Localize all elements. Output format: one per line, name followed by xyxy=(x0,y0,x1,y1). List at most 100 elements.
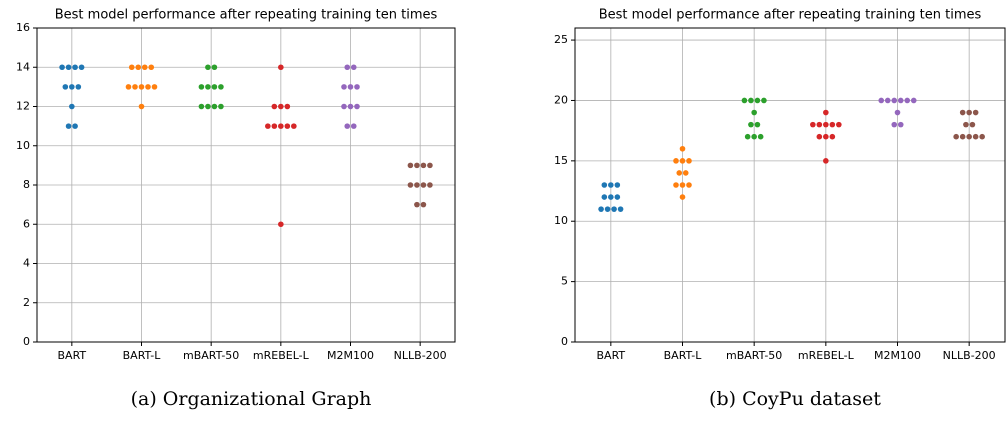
point xyxy=(347,84,354,90)
y-tick-label: 12 xyxy=(16,100,30,113)
point xyxy=(271,103,278,110)
point xyxy=(211,103,218,110)
point xyxy=(151,84,158,90)
point xyxy=(754,121,761,128)
point xyxy=(686,158,692,164)
point xyxy=(198,84,205,90)
point xyxy=(69,84,75,90)
y-tick-label: 15 xyxy=(554,154,568,167)
y-tick-label: 4 xyxy=(23,257,30,270)
point xyxy=(145,84,151,90)
point xyxy=(894,109,901,116)
x-tick-label: mREBEL-L xyxy=(253,349,310,362)
point xyxy=(128,64,135,71)
point xyxy=(891,97,898,104)
point xyxy=(291,123,297,129)
point xyxy=(278,103,284,110)
point xyxy=(897,97,904,104)
point xyxy=(407,162,414,169)
point xyxy=(59,64,65,71)
point xyxy=(65,123,72,129)
point xyxy=(420,201,427,208)
point xyxy=(278,221,284,228)
point xyxy=(141,64,148,71)
axes-frame xyxy=(36,27,456,343)
point xyxy=(354,84,360,90)
point xyxy=(148,64,155,71)
x-tick-label: BART xyxy=(58,349,87,362)
point xyxy=(823,121,829,128)
point xyxy=(836,121,842,128)
point xyxy=(614,182,621,188)
chart-title: Best model performance after repeating t… xyxy=(599,8,982,23)
y-tick-label: 0 xyxy=(23,335,30,348)
point xyxy=(205,103,211,110)
point xyxy=(959,109,966,116)
y-tick-label: 25 xyxy=(554,33,568,46)
point xyxy=(198,103,205,110)
y-tick-label: 8 xyxy=(23,178,30,191)
point xyxy=(78,64,85,71)
point xyxy=(138,103,145,110)
point xyxy=(679,145,686,152)
caption: (b) CoyPu dataset xyxy=(709,388,881,410)
point xyxy=(284,103,291,110)
x-tick-label: NLLB-200 xyxy=(943,349,996,362)
point xyxy=(601,194,608,200)
point xyxy=(972,133,979,140)
point xyxy=(682,170,689,176)
x-tick-label: mREBEL-L xyxy=(798,349,855,362)
y-tick-label: 16 xyxy=(16,21,30,34)
point xyxy=(679,182,686,188)
x-tick-label: BART xyxy=(597,349,626,362)
point xyxy=(427,162,433,169)
point xyxy=(810,121,816,128)
point xyxy=(132,84,138,90)
point xyxy=(823,158,829,164)
point xyxy=(218,84,224,90)
point xyxy=(979,133,985,140)
point xyxy=(823,109,829,116)
point xyxy=(354,103,360,110)
point xyxy=(617,206,624,212)
point xyxy=(953,133,959,140)
point xyxy=(218,103,224,110)
point xyxy=(284,123,291,129)
point xyxy=(904,97,911,104)
point xyxy=(816,121,823,128)
point xyxy=(271,123,278,129)
y-tick-label: 5 xyxy=(561,275,568,288)
point xyxy=(891,121,898,128)
point xyxy=(608,194,614,200)
point xyxy=(959,133,966,140)
y-tick-label: 14 xyxy=(16,60,30,73)
point xyxy=(829,133,836,140)
y-tick-label: 10 xyxy=(16,139,30,152)
y-tick-label: 6 xyxy=(23,217,30,230)
point xyxy=(761,97,767,104)
point xyxy=(414,201,420,208)
x-tick-label: mBART-50 xyxy=(183,349,239,362)
point xyxy=(341,103,347,110)
point xyxy=(897,121,904,128)
point xyxy=(138,84,145,90)
point xyxy=(829,121,836,128)
y-tick-label: 10 xyxy=(554,214,568,227)
point xyxy=(741,97,748,104)
point xyxy=(344,123,351,129)
point xyxy=(878,97,885,104)
x-tick-label: NLLB-200 xyxy=(394,349,447,362)
point xyxy=(972,109,979,116)
x-tick-label: mBART-50 xyxy=(726,349,782,362)
point xyxy=(757,133,764,140)
point xyxy=(816,133,823,140)
point xyxy=(69,103,75,110)
point xyxy=(427,182,433,188)
point xyxy=(686,182,692,188)
x-tick-label: M2M100 xyxy=(874,349,921,362)
point xyxy=(751,109,757,116)
caption: (a) Organizational Graph xyxy=(131,388,372,410)
point xyxy=(62,84,69,90)
point xyxy=(601,182,608,188)
x-tick-label: BART-L xyxy=(123,349,162,362)
